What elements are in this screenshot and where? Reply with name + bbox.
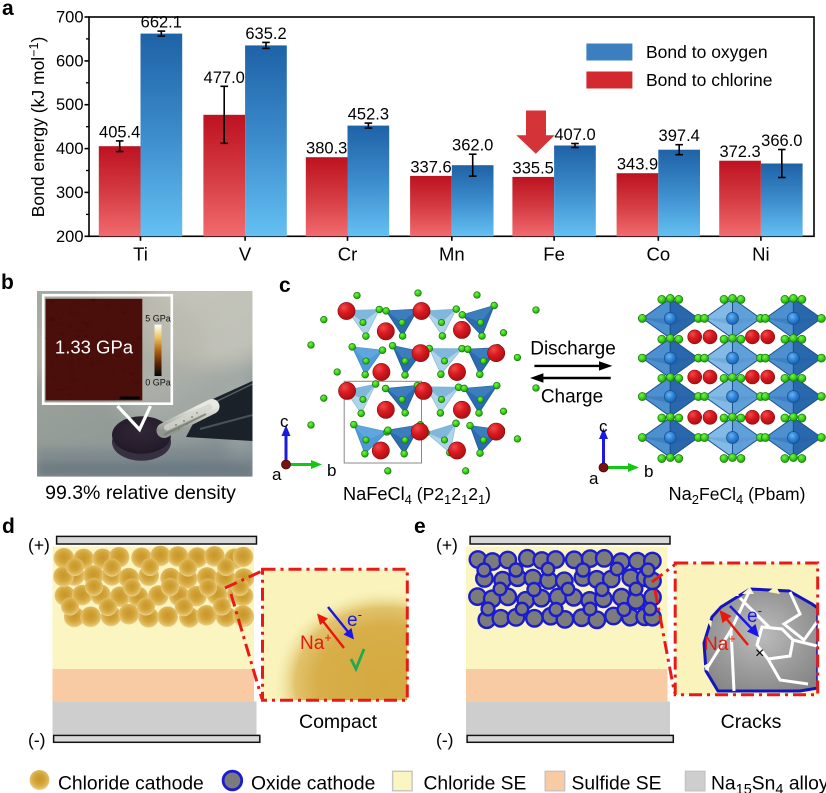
svg-text:c: c	[599, 417, 608, 436]
svg-text:d: d	[2, 515, 15, 538]
svg-text:600: 600	[56, 52, 84, 70]
svg-text:452.3: 452.3	[348, 106, 389, 124]
svg-text:(+): (+)	[28, 535, 50, 555]
svg-text:Oxide cathode: Oxide cathode	[251, 774, 375, 793]
svg-text:Compact: Compact	[299, 711, 378, 733]
svg-text:335.5: 335.5	[513, 159, 554, 177]
svg-text:(+): (+)	[436, 535, 458, 555]
svg-text:Na2FeCl4 (Pbam): Na2FeCl4 (Pbam)	[669, 484, 806, 507]
svg-text:337.6: 337.6	[410, 158, 451, 176]
svg-text:NaFeCl4 (P212121): NaFeCl4 (P212121)	[343, 484, 491, 507]
svg-text:b: b	[644, 462, 653, 481]
svg-text:477.0: 477.0	[204, 69, 245, 87]
svg-text:400: 400	[56, 140, 84, 158]
svg-text:c: c	[280, 412, 289, 431]
svg-text:Na15Sn4 alloy: Na15Sn4 alloy	[711, 774, 826, 793]
svg-text:Cr: Cr	[338, 243, 358, 264]
svg-text:635.2: 635.2	[245, 25, 286, 43]
svg-text:405.4: 405.4	[99, 123, 140, 141]
svg-text:662.1: 662.1	[141, 14, 182, 32]
svg-text:1.33 GPa: 1.33 GPa	[55, 337, 134, 358]
svg-text:b: b	[1, 271, 14, 294]
svg-text:Co: Co	[646, 243, 670, 264]
svg-text:Fe: Fe	[543, 243, 565, 264]
svg-text:Discharge: Discharge	[530, 339, 616, 360]
svg-text:Bond to chlorine: Bond to chlorine	[646, 70, 772, 90]
svg-text:Cracks: Cracks	[721, 711, 782, 733]
svg-text:a: a	[272, 465, 282, 484]
svg-text:e: e	[414, 515, 426, 538]
svg-text:500: 500	[56, 96, 84, 114]
svg-text:Ti: Ti	[133, 243, 148, 264]
svg-text:b: b	[327, 461, 336, 480]
svg-text:200: 200	[56, 228, 84, 246]
svg-text:(-): (-)	[28, 730, 45, 750]
svg-text:99.3% relative density: 99.3% relative density	[45, 482, 236, 504]
svg-text:397.4: 397.4	[659, 127, 700, 145]
svg-text:700: 700	[56, 9, 84, 27]
svg-text:407.0: 407.0	[554, 126, 595, 144]
svg-text:a: a	[2, 0, 14, 20]
svg-text:(-): (-)	[436, 730, 453, 750]
svg-text:a: a	[589, 469, 599, 488]
svg-text:Charge: Charge	[541, 387, 603, 408]
svg-text:Bond energy (kJ mol−1): Bond energy (kJ mol−1)	[27, 37, 48, 218]
svg-text:300: 300	[56, 184, 84, 202]
svg-text:5 GPa: 5 GPa	[145, 314, 171, 324]
svg-text:0 GPa: 0 GPa	[145, 378, 171, 388]
svg-text:Bond to oxygen: Bond to oxygen	[646, 42, 768, 62]
svg-text:343.9: 343.9	[617, 156, 658, 174]
svg-text:Ni: Ni	[752, 243, 769, 264]
svg-text:c: c	[279, 274, 291, 297]
svg-text:Chloride cathode: Chloride cathode	[58, 774, 204, 793]
svg-text:362.0: 362.0	[452, 137, 493, 155]
svg-text:Mn: Mn	[439, 243, 465, 264]
svg-text:372.3: 372.3	[719, 143, 760, 161]
svg-text:366.0: 366.0	[761, 132, 802, 150]
svg-text:Sulfide SE: Sulfide SE	[572, 774, 662, 793]
svg-text:×: ×	[755, 645, 764, 662]
svg-text:Chloride SE: Chloride SE	[424, 774, 527, 793]
svg-text:380.3: 380.3	[306, 140, 347, 158]
svg-text:V: V	[239, 243, 252, 264]
